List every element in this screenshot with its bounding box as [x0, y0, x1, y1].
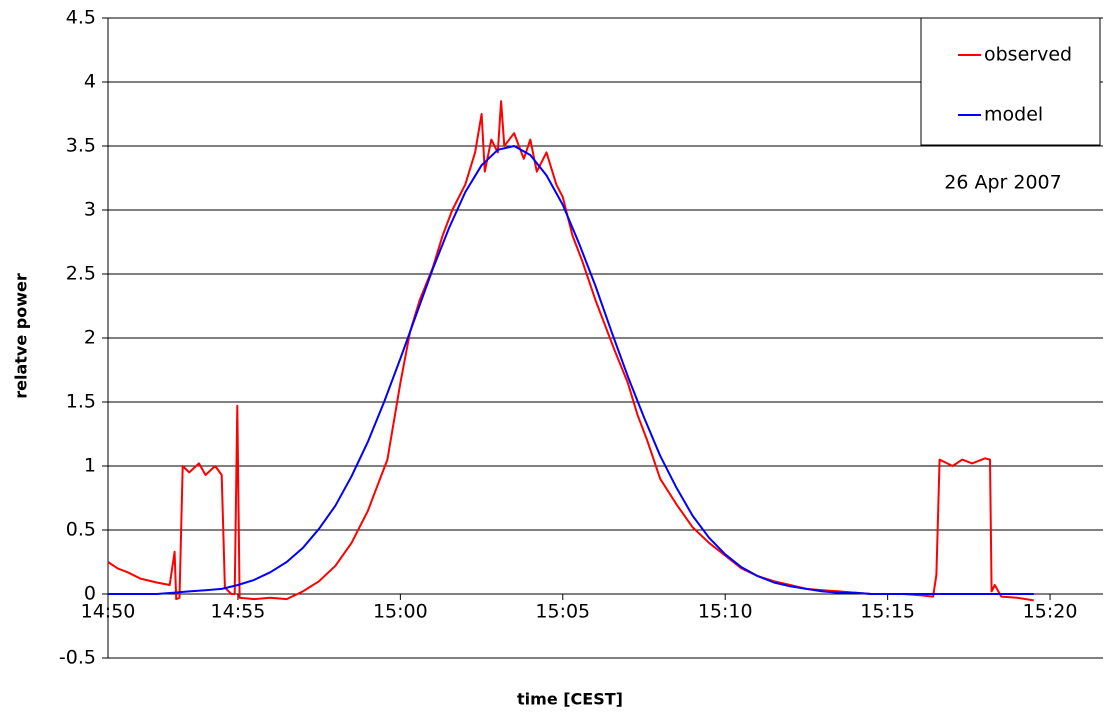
x-axis-label: time [CEST]: [517, 690, 623, 709]
y-tick-label: 1.5: [66, 391, 96, 413]
y-tick-label: 1: [84, 455, 96, 477]
y-tick-label: 4: [84, 71, 96, 93]
y-tick-label: 2: [84, 327, 96, 349]
x-tick-label: 15:05: [535, 601, 590, 623]
y-tick-label: 2.5: [66, 263, 96, 285]
line-0: [107, 100, 1034, 602]
y-tick-label: 0: [84, 583, 96, 605]
x-tick-label: 15:15: [860, 601, 915, 623]
x-tick-label: 15:00: [373, 601, 428, 623]
line-1: [108, 145, 1034, 595]
x-tick-label: 14:50: [81, 601, 136, 623]
x-tick-label: 15:20: [1023, 601, 1078, 623]
y-tick-label: 4.5: [66, 7, 96, 29]
y-tick-label: 3: [84, 199, 96, 221]
legend-label: observed: [984, 44, 1072, 66]
x-tick-label: 14:55: [211, 601, 266, 623]
legend-label: model: [984, 104, 1043, 126]
x-tick-label: 15:10: [698, 601, 753, 623]
legend-box: [920, 17, 1101, 146]
y-axis-label: relatve power: [12, 273, 31, 399]
y-tick-label: 3.5: [66, 135, 96, 157]
y-tick-label: 0.5: [66, 519, 96, 541]
y-tick-label: -0.5: [59, 647, 96, 669]
annotation: 26 Apr 2007: [944, 172, 1061, 194]
